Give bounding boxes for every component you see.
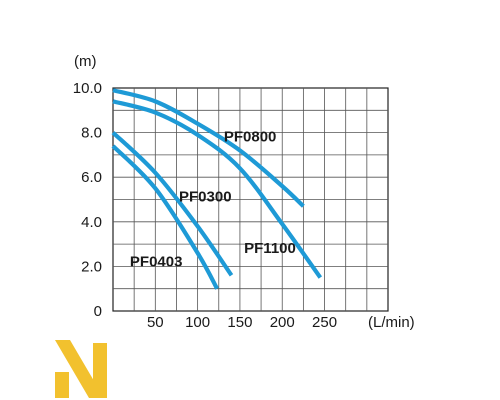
series-line-pf0403 <box>111 144 219 290</box>
tick-labels: 0 2.0 4.0 6.0 8.0 10.0 50 100 150 200 250 <box>73 80 337 331</box>
logo-right-bar <box>93 343 107 398</box>
series-label-pf0800: PF0800 <box>224 129 277 146</box>
y-tick-label: 6.0 <box>81 169 102 186</box>
y-tick-label: 2.0 <box>81 258 102 275</box>
series-line-pf0300 <box>111 131 234 277</box>
y-tick-label: 8.0 <box>81 125 102 142</box>
y-tick-label: 4.0 <box>81 214 102 231</box>
series-lines <box>111 88 323 290</box>
series-label-pf0300: PF0300 <box>179 189 232 206</box>
y-tick-label: 0 <box>94 303 102 320</box>
y-axis-unit: (m) <box>74 53 97 70</box>
x-axis-unit: (L/min) <box>368 314 415 331</box>
series-label-pf1100: PF1100 <box>244 240 296 257</box>
grid <box>112 87 389 312</box>
x-tick-label: 250 <box>312 314 337 331</box>
series-labels: PF0800 PF1100 PF0300 PF0403 <box>130 129 296 271</box>
series-line-pf0800 <box>112 88 305 208</box>
x-tick-label: 100 <box>185 314 210 331</box>
logo-diagonal-stroke <box>55 340 104 398</box>
series-label-pf0403: PF0403 <box>130 253 183 270</box>
x-tick-label: 150 <box>227 314 252 331</box>
x-tick-label: 50 <box>147 314 164 331</box>
x-tick-label: 200 <box>270 314 295 331</box>
y-tick-label: 10.0 <box>73 80 102 97</box>
series-line-pf1100 <box>112 99 323 279</box>
brand-logo <box>55 340 107 398</box>
logo-left-bar <box>55 372 69 398</box>
